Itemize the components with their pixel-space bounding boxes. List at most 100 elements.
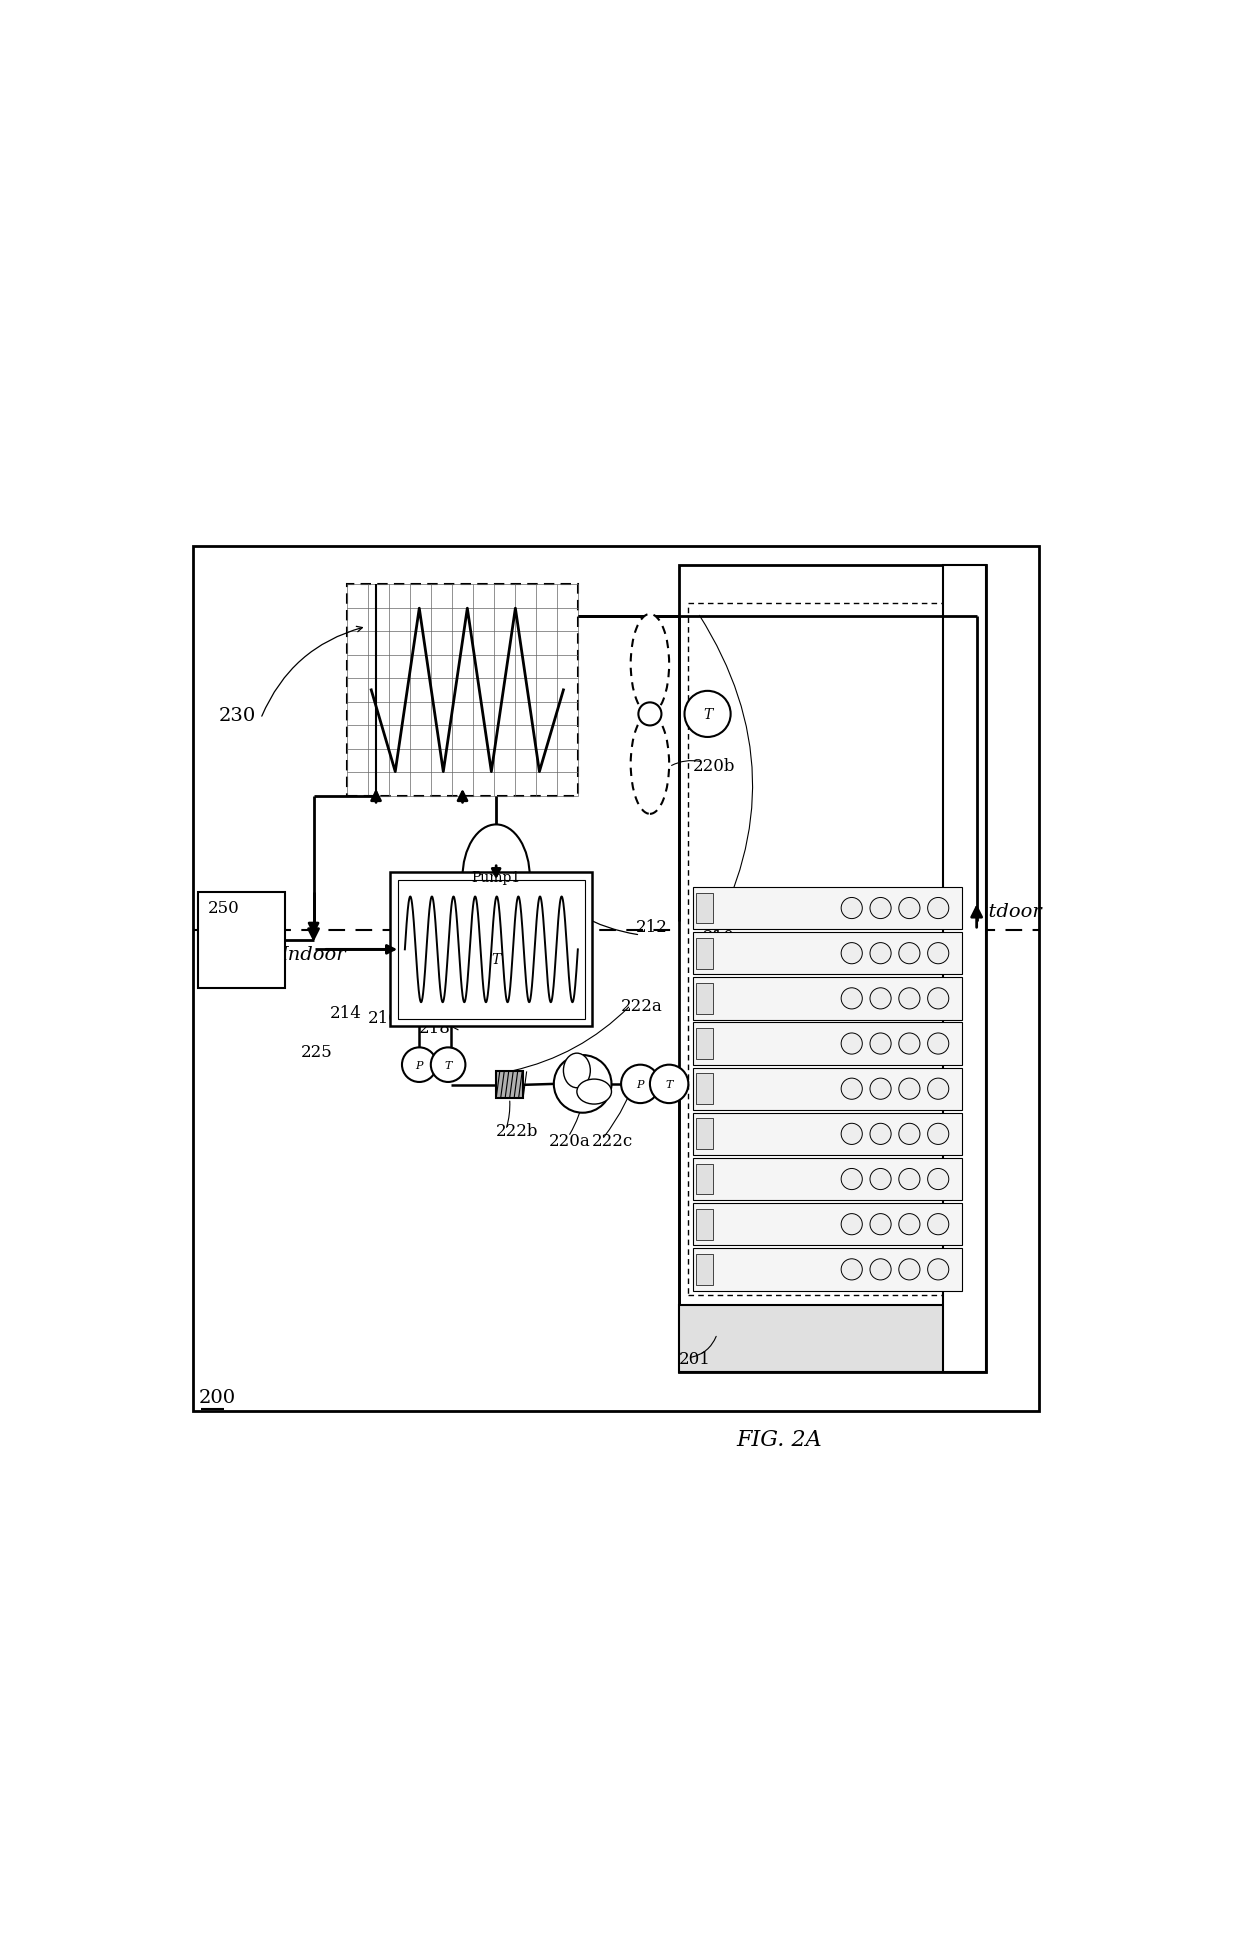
Circle shape xyxy=(554,1055,611,1114)
Bar xyxy=(198,892,285,988)
Circle shape xyxy=(870,1168,892,1190)
Circle shape xyxy=(841,1258,862,1280)
Text: Outdoor: Outdoor xyxy=(960,902,1042,920)
Circle shape xyxy=(928,1078,949,1100)
Bar xyxy=(696,984,713,1014)
Circle shape xyxy=(841,1168,862,1190)
Circle shape xyxy=(841,1213,862,1235)
Circle shape xyxy=(430,1047,465,1082)
Text: 212: 212 xyxy=(635,918,667,935)
Circle shape xyxy=(928,943,949,965)
Bar xyxy=(693,978,962,1020)
Bar xyxy=(696,937,713,969)
Text: 250: 250 xyxy=(208,900,239,916)
Circle shape xyxy=(870,1213,892,1235)
Circle shape xyxy=(841,988,862,1010)
Circle shape xyxy=(899,1033,920,1055)
Circle shape xyxy=(928,988,949,1010)
Text: 235: 235 xyxy=(554,881,585,896)
Bar xyxy=(696,892,713,924)
Text: T: T xyxy=(444,1061,451,1070)
Ellipse shape xyxy=(631,714,670,814)
Bar xyxy=(693,933,962,975)
Bar xyxy=(693,1069,962,1110)
Text: 210: 210 xyxy=(703,928,734,945)
Text: 222a: 222a xyxy=(621,998,663,1016)
Text: 222c: 222c xyxy=(593,1133,634,1149)
Bar xyxy=(398,881,584,1020)
Text: 222b: 222b xyxy=(496,1123,538,1139)
Circle shape xyxy=(841,943,862,965)
Circle shape xyxy=(928,1168,949,1190)
Circle shape xyxy=(870,1258,892,1280)
Circle shape xyxy=(841,1123,862,1145)
Circle shape xyxy=(475,937,517,980)
Ellipse shape xyxy=(463,826,529,932)
Text: Pump1: Pump1 xyxy=(471,871,521,885)
Bar xyxy=(696,1029,713,1059)
Bar xyxy=(696,1209,713,1241)
Text: P: P xyxy=(415,1061,423,1070)
Circle shape xyxy=(841,1033,862,1055)
Bar xyxy=(693,1159,962,1200)
Text: 201: 201 xyxy=(678,1350,711,1368)
Circle shape xyxy=(899,943,920,965)
Text: 218: 218 xyxy=(419,1020,451,1037)
Bar xyxy=(193,546,1039,1411)
Text: 200: 200 xyxy=(198,1388,236,1407)
Text: T: T xyxy=(703,708,712,722)
Circle shape xyxy=(841,1078,862,1100)
Bar xyxy=(693,887,962,930)
Bar xyxy=(688,605,967,1296)
Circle shape xyxy=(870,1123,892,1145)
Circle shape xyxy=(639,703,661,726)
Circle shape xyxy=(870,988,892,1010)
Circle shape xyxy=(928,1033,949,1055)
Text: 214: 214 xyxy=(330,1004,362,1022)
Circle shape xyxy=(899,1123,920,1145)
Circle shape xyxy=(928,1123,949,1145)
Text: Indoor: Indoor xyxy=(280,945,346,963)
Text: FIG. 2A: FIG. 2A xyxy=(737,1429,822,1450)
Circle shape xyxy=(650,1065,688,1104)
Bar xyxy=(693,1204,962,1247)
Circle shape xyxy=(928,1258,949,1280)
Text: 220b: 220b xyxy=(693,757,735,775)
Circle shape xyxy=(870,943,892,965)
Circle shape xyxy=(621,1065,660,1104)
Text: 230: 230 xyxy=(218,706,255,724)
Ellipse shape xyxy=(631,614,670,714)
Circle shape xyxy=(899,1258,920,1280)
Bar xyxy=(678,1305,986,1372)
Bar xyxy=(696,1074,713,1104)
Bar xyxy=(693,1024,962,1065)
Circle shape xyxy=(870,898,892,920)
Bar xyxy=(696,1119,713,1149)
Bar xyxy=(347,585,578,796)
Circle shape xyxy=(899,988,920,1010)
Bar xyxy=(496,1072,523,1098)
Circle shape xyxy=(684,691,730,738)
Circle shape xyxy=(870,1033,892,1055)
Circle shape xyxy=(899,898,920,920)
Circle shape xyxy=(899,1213,920,1235)
Circle shape xyxy=(928,1213,949,1235)
Ellipse shape xyxy=(577,1080,611,1104)
Circle shape xyxy=(899,1078,920,1100)
Text: 225: 225 xyxy=(301,1043,332,1061)
Circle shape xyxy=(928,898,949,920)
Bar xyxy=(693,1114,962,1155)
Text: P: P xyxy=(636,1080,644,1090)
Text: T: T xyxy=(491,953,501,967)
Bar xyxy=(696,1254,713,1286)
Bar xyxy=(678,566,986,1372)
Bar xyxy=(696,1164,713,1196)
Circle shape xyxy=(870,1078,892,1100)
Circle shape xyxy=(841,898,862,920)
Text: 216: 216 xyxy=(368,1010,401,1027)
Circle shape xyxy=(899,1168,920,1190)
Circle shape xyxy=(402,1047,436,1082)
Text: T: T xyxy=(666,1080,673,1090)
Bar xyxy=(942,566,986,1372)
Ellipse shape xyxy=(563,1053,590,1088)
